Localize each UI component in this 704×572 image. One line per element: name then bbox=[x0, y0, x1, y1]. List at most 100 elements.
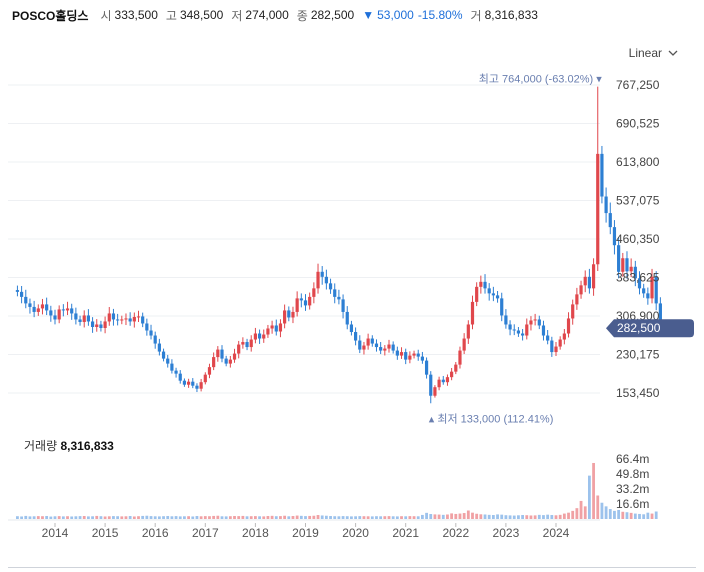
candle-body bbox=[74, 313, 78, 320]
candle-body bbox=[454, 364, 458, 372]
volume-bar bbox=[579, 500, 583, 519]
bottom-divider bbox=[8, 567, 696, 568]
volume-bar bbox=[512, 515, 516, 519]
volume-bar bbox=[187, 516, 190, 519]
candle-body bbox=[441, 379, 445, 383]
high-label: 고 bbox=[165, 8, 177, 23]
close-value: 282,500 bbox=[310, 8, 355, 22]
candle-body bbox=[646, 293, 650, 299]
candle-body bbox=[103, 321, 107, 328]
volume-bar bbox=[416, 516, 420, 519]
volume-bar bbox=[220, 516, 224, 519]
candle-body bbox=[199, 382, 203, 389]
volume-bar bbox=[613, 510, 616, 519]
volume-bar bbox=[233, 516, 236, 519]
volume-bar bbox=[228, 516, 232, 519]
candle-body bbox=[270, 325, 274, 329]
volume-bar bbox=[283, 515, 287, 519]
candle-body bbox=[404, 352, 408, 360]
candle-body bbox=[228, 359, 232, 364]
candle-body bbox=[546, 335, 550, 341]
volume-bar bbox=[274, 516, 278, 519]
price-tick-label: 690,525 bbox=[616, 117, 660, 131]
volume-bar bbox=[345, 516, 349, 519]
volume-bar bbox=[366, 516, 370, 519]
volume-bar bbox=[629, 512, 633, 519]
chevron-down-icon bbox=[668, 50, 678, 56]
year-tick-label: 2021 bbox=[392, 526, 419, 540]
close-label: 종 bbox=[296, 8, 308, 23]
volume-bar bbox=[32, 516, 36, 519]
scale-label: Linear bbox=[628, 46, 662, 60]
volume-bar bbox=[596, 495, 600, 519]
volume-bar bbox=[462, 513, 466, 519]
volume-bar bbox=[16, 516, 19, 519]
candle-body bbox=[550, 340, 554, 353]
volume-bar bbox=[70, 516, 74, 519]
year-tick-label: 2024 bbox=[543, 526, 570, 540]
candle-body bbox=[120, 319, 124, 321]
volume-bar bbox=[571, 510, 575, 519]
year-tick-label: 2020 bbox=[342, 526, 369, 540]
volume-bar bbox=[558, 514, 562, 519]
volume-bar bbox=[395, 516, 399, 519]
current-price-tag bbox=[606, 319, 694, 338]
volume-bar bbox=[466, 510, 470, 519]
volume-bar bbox=[496, 514, 499, 519]
volume-bar bbox=[592, 462, 595, 519]
volume-bar bbox=[199, 516, 203, 519]
volume-bar bbox=[617, 509, 621, 519]
volume-title-label: 거래량 bbox=[24, 439, 58, 453]
volume-bar bbox=[642, 514, 646, 519]
time-axis: 2014 2015 2016 2017 2018 2019 2020 2021 2022 2023… bbox=[42, 523, 570, 540]
volume-bar bbox=[433, 514, 437, 519]
candle-body bbox=[633, 266, 637, 279]
volume-bar bbox=[132, 516, 136, 519]
volume-bar bbox=[49, 516, 53, 519]
candle-body bbox=[116, 319, 120, 321]
candle-body bbox=[153, 335, 157, 344]
candle-body bbox=[15, 290, 20, 292]
volume-bar bbox=[583, 506, 587, 519]
volume-bar bbox=[95, 515, 99, 519]
volume-bar bbox=[421, 514, 424, 519]
price-tick-label: 537,075 bbox=[616, 194, 660, 208]
volume-bar bbox=[166, 516, 170, 519]
candle-body bbox=[86, 315, 90, 322]
price-tick-label: 460,350 bbox=[616, 232, 660, 246]
candle-body bbox=[95, 324, 99, 327]
volume-bar bbox=[391, 516, 395, 519]
candle-body bbox=[500, 298, 504, 316]
candle-body bbox=[596, 153, 600, 265]
candle-body bbox=[521, 333, 525, 336]
candle-body bbox=[220, 349, 224, 359]
volume-bar bbox=[537, 514, 541, 519]
candle-body bbox=[70, 308, 74, 314]
volume-bar bbox=[567, 512, 570, 519]
volume-bar bbox=[308, 515, 312, 519]
volume-bar bbox=[425, 512, 428, 519]
volume-bar bbox=[404, 516, 408, 519]
candle-body bbox=[541, 325, 546, 336]
volume-bar bbox=[41, 516, 44, 519]
volume-bar bbox=[412, 516, 416, 519]
candle-body bbox=[299, 298, 303, 301]
volume-bar bbox=[103, 516, 107, 519]
scale-dropdown[interactable]: Linear bbox=[629, 46, 678, 60]
volume-bar bbox=[588, 475, 591, 519]
volume-bar bbox=[333, 516, 337, 519]
price-tick-label: 383,625 bbox=[616, 271, 660, 285]
candle-body bbox=[337, 296, 341, 300]
volume-bar bbox=[379, 516, 383, 519]
volume-bar bbox=[341, 516, 345, 519]
volume-label: 거 bbox=[470, 8, 482, 23]
volume-bar bbox=[91, 516, 94, 519]
volume-bar bbox=[625, 512, 629, 519]
candle-body bbox=[253, 333, 257, 340]
volume-bar bbox=[508, 515, 512, 519]
volume-bar bbox=[562, 513, 566, 519]
candle-body bbox=[278, 323, 283, 332]
candle-body bbox=[178, 373, 182, 381]
